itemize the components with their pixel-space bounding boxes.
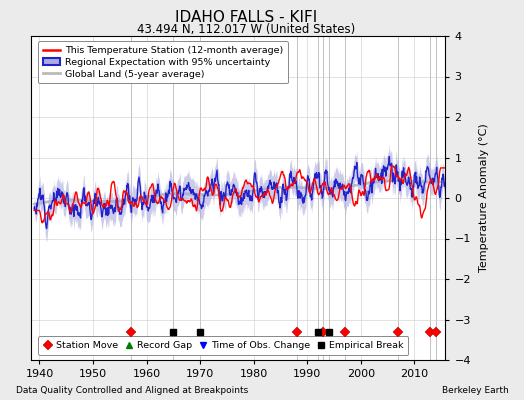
Text: Data Quality Controlled and Aligned at Breakpoints: Data Quality Controlled and Aligned at B… xyxy=(16,386,248,395)
Text: IDAHO FALLS - KIFI: IDAHO FALLS - KIFI xyxy=(175,10,318,25)
Y-axis label: Temperature Anomaly (°C): Temperature Anomaly (°C) xyxy=(479,124,489,272)
Legend: Station Move, Record Gap, Time of Obs. Change, Empirical Break: Station Move, Record Gap, Time of Obs. C… xyxy=(38,336,408,355)
Text: 43.494 N, 112.017 W (United States): 43.494 N, 112.017 W (United States) xyxy=(137,23,355,36)
Text: Berkeley Earth: Berkeley Earth xyxy=(442,386,508,395)
